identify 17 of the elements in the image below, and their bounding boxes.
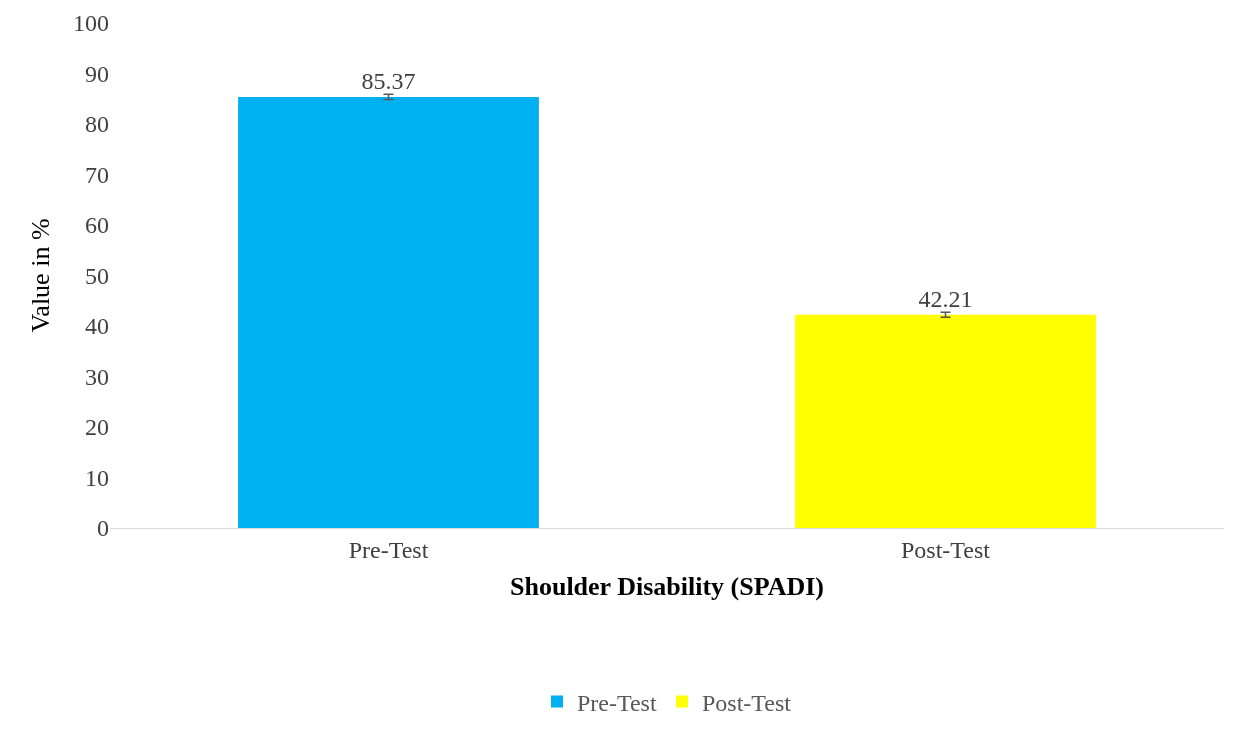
y-tick-label: 90 (85, 60, 109, 87)
y-tick-label: 30 (85, 363, 109, 390)
data-label: 42.21 (918, 285, 973, 312)
y-tick-label: 20 (85, 414, 109, 441)
y-tick-label: 100 (73, 10, 109, 37)
y-axis-title: Value in % (26, 218, 56, 333)
legend-label: Pre-Test (577, 689, 657, 716)
y-tick-label: 50 (85, 262, 109, 289)
y-tick-label: 10 (85, 464, 109, 491)
y-tick-label: 40 (85, 313, 109, 340)
y-tick-label: 80 (85, 111, 109, 138)
y-tick-label: 0 (97, 515, 109, 542)
legend-label: Post-Test (701, 689, 792, 716)
data-label: 85.37 (361, 67, 416, 94)
x-axis-title: Shoulder Disability (SPADI) (510, 572, 824, 602)
y-tick-label: 60 (85, 212, 109, 239)
y-tick-label: 70 (85, 161, 109, 188)
